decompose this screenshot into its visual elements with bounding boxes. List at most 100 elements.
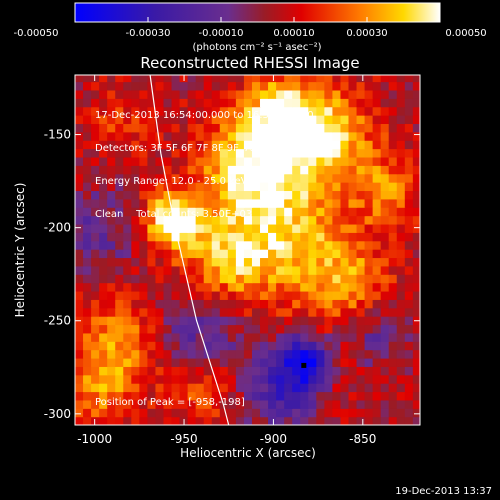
heatmap-cell <box>203 399 213 409</box>
heatmap-cell <box>171 148 181 158</box>
heatmap-cell <box>412 190 420 200</box>
heatmap-cell <box>251 290 261 300</box>
heatmap-cell <box>123 274 132 284</box>
heatmap-cell <box>316 182 325 192</box>
heatmap-cell <box>260 106 269 116</box>
heatmap-cell <box>195 81 205 91</box>
heatmap-cell <box>99 349 108 359</box>
heatmap-cell <box>412 89 420 99</box>
heatmap-cell <box>235 81 245 91</box>
heatmap-cell <box>99 290 108 300</box>
heatmap-cell <box>332 249 342 259</box>
heatmap-cell <box>268 207 277 217</box>
heatmap-cell <box>187 182 197 192</box>
heatmap-cell <box>139 215 148 225</box>
heatmap-cell <box>139 106 148 116</box>
heatmap-cell <box>107 215 116 225</box>
heatmap-cell <box>251 299 261 309</box>
heatmap-cell <box>284 265 293 275</box>
heatmap-cell <box>268 383 277 393</box>
heatmap-cell <box>324 207 334 217</box>
heatmap-cell <box>324 198 334 208</box>
heatmap-cell <box>300 115 309 125</box>
heatmap-cell <box>227 416 237 425</box>
heatmap-cell <box>372 173 382 183</box>
heatmap-cell <box>227 332 237 342</box>
heatmap-cell <box>316 332 325 342</box>
heatmap-cell <box>203 290 213 300</box>
heatmap-cell <box>179 383 189 393</box>
heatmap-cell <box>251 332 261 342</box>
heatmap-cell <box>123 232 132 242</box>
heatmap-cell <box>388 182 398 192</box>
heatmap-cell <box>147 173 157 183</box>
heatmap-cell <box>139 190 148 200</box>
heatmap-cell <box>243 232 253 242</box>
heatmap-cell <box>404 391 414 401</box>
heatmap-cell <box>412 374 420 384</box>
heatmap-cell <box>388 148 398 158</box>
heatmap-cell <box>171 215 181 225</box>
heatmap-cell <box>324 106 334 116</box>
heatmap-cell <box>235 190 245 200</box>
heatmap-cell <box>316 148 325 158</box>
heatmap-cell <box>131 207 140 217</box>
heatmap-cell <box>404 257 414 267</box>
heatmap-cell <box>308 148 317 158</box>
heatmap-cell <box>163 198 173 208</box>
heatmap-cell <box>292 156 301 166</box>
heatmap-cell <box>115 140 124 150</box>
heatmap-cell <box>179 198 189 208</box>
heatmap-cell <box>316 299 325 309</box>
heatmap-cell <box>179 299 189 309</box>
heatmap-cell <box>276 307 285 317</box>
heatmap-cell <box>107 408 116 418</box>
heatmap-cell <box>91 123 100 133</box>
heatmap-cell <box>203 106 213 116</box>
heatmap-cell <box>356 215 366 225</box>
heatmap-cell <box>147 366 157 376</box>
heatmap-cell <box>91 282 100 292</box>
heatmap-cell <box>292 257 301 267</box>
heatmap-cell <box>219 274 229 284</box>
heatmap-cell <box>163 290 173 300</box>
heatmap-cell <box>211 282 221 292</box>
heatmap-cell <box>107 257 116 267</box>
heatmap-cell <box>139 81 148 91</box>
heatmap-cell <box>380 165 390 175</box>
heatmap-cell <box>404 115 414 125</box>
heatmap-cell <box>308 81 317 91</box>
heatmap-cell <box>243 408 253 418</box>
heatmap-cell <box>284 148 293 158</box>
heatmap-cell <box>340 140 350 150</box>
heatmap-cell <box>300 190 309 200</box>
heatmap-cell <box>404 324 414 334</box>
heatmap-cell <box>332 324 342 334</box>
heatmap-cell <box>316 357 325 367</box>
heatmap-cell <box>91 173 100 183</box>
heatmap-cell <box>107 290 116 300</box>
heatmap-cell <box>227 341 237 351</box>
heatmap-cell <box>147 408 157 418</box>
heatmap-cell <box>356 75 366 83</box>
heatmap-cell <box>388 299 398 309</box>
heatmap-cell <box>308 115 317 125</box>
heatmap-cell <box>372 341 382 351</box>
heatmap-cell <box>227 383 237 393</box>
heatmap-cell <box>99 89 108 99</box>
heatmap-cell <box>83 106 92 116</box>
heatmap-cell <box>284 357 293 367</box>
heatmap-cell <box>388 416 398 425</box>
heatmap-cell <box>268 307 277 317</box>
heatmap-cell <box>115 399 124 409</box>
heatmap-cell <box>219 207 229 217</box>
heatmap-cell <box>324 190 334 200</box>
heatmap-cell <box>235 290 245 300</box>
heatmap-cell <box>324 257 334 267</box>
heatmap-cell <box>251 232 261 242</box>
heatmap-cell <box>251 391 261 401</box>
heatmap-cell <box>83 391 92 401</box>
heatmap-cell <box>364 106 374 116</box>
heatmap-cell <box>139 207 148 217</box>
heatmap-cell <box>251 215 261 225</box>
